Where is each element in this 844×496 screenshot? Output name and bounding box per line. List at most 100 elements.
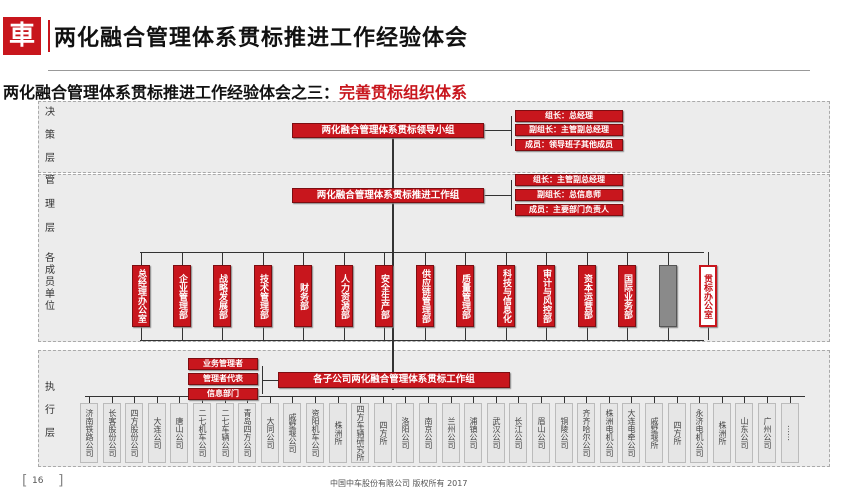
subsidiary-box: 四方车辆研究所 — [351, 403, 369, 463]
subsidiary-box: 铜陵公司 — [555, 403, 573, 463]
subsidiary-box: 洛阳公司 — [396, 403, 414, 463]
subsidiary-box: 兰州公司 — [442, 403, 460, 463]
departments-bottom-bar — [140, 340, 704, 341]
subsidiary-box: 眉山公司 — [532, 403, 550, 463]
department-connector-bottom — [506, 327, 507, 340]
subsidiary-box: 浦镇公司 — [464, 403, 482, 463]
department-box: 财务部 — [294, 265, 312, 327]
decision-layer-label: 决 策 层 — [45, 107, 55, 164]
department-connector-top — [141, 252, 142, 265]
department-connector-bottom — [465, 327, 466, 340]
subsidiary-connector — [654, 396, 655, 403]
subsidiary-connector — [405, 396, 406, 403]
department-connector-top — [182, 252, 183, 265]
subsidiary-box: 大连公司 — [148, 403, 166, 463]
department-box: 贯标办公室 — [699, 265, 717, 327]
subsidiary-box: 齐齐哈尔公司 — [577, 403, 595, 463]
management-role-leader: 组长：主管副总经理 — [515, 174, 623, 186]
subsidiary-box: 戚墅堰所 — [645, 403, 663, 463]
subsidiary-connector — [541, 396, 542, 403]
subsidiary-box: 广州公司 — [758, 403, 776, 463]
department-connector-bottom — [222, 327, 223, 340]
execution-role-business: 业务管理者 — [188, 358, 258, 370]
subsidiary-box: 株洲所 — [329, 403, 347, 463]
subsidiary-connector — [790, 396, 791, 403]
department-box: 国际业务部 — [618, 265, 636, 327]
subsidiary-connector — [89, 396, 90, 403]
department-connector-bottom — [344, 327, 345, 340]
decision-role-leader: 组长：总经理 — [515, 110, 623, 122]
header-rule — [48, 70, 810, 71]
subsidiary-box: 南京公司 — [419, 403, 437, 463]
subsidiary-connector — [722, 396, 723, 403]
department-connector-top — [506, 252, 507, 265]
department-box: 技术管理部 — [254, 265, 272, 327]
department-box: 科技与信息化部 — [497, 265, 515, 327]
subsidiary-connector — [134, 396, 135, 403]
department-box: 安全生产部 — [375, 265, 393, 327]
decision-roles-spine — [511, 116, 512, 146]
subsidiary-connector — [496, 396, 497, 403]
subsidiary-box: 青岛四方公司 — [238, 403, 256, 463]
department-box: 资本运营部 — [578, 265, 596, 327]
subsidiary-box: 资阳机车公司 — [306, 403, 324, 463]
header-divider — [48, 20, 50, 52]
management-role-members: 成员：主要部门负责人 — [515, 204, 623, 216]
department-connector-top — [627, 252, 628, 265]
department-connector-bottom — [141, 327, 142, 340]
subsidiaries-bar — [85, 396, 805, 397]
subtitle-highlight: 完善贯标组织体系 — [339, 83, 468, 102]
department-connector-bottom — [587, 327, 588, 340]
decision-leading-group: 两化融合管理体系贯标领导小组 — [292, 123, 484, 138]
subsidiary-connector — [744, 396, 745, 403]
department-connector-top — [344, 252, 345, 265]
subsidiary-connector — [428, 396, 429, 403]
subsidiary-connector — [157, 396, 158, 403]
subsidiary-box: 四方所 — [668, 403, 686, 463]
execution-working-group: 各子公司两化融合管理体系贯标工作组 — [278, 372, 510, 388]
subsidiary-box: 大同公司 — [261, 403, 279, 463]
department-connector-bottom — [384, 327, 385, 340]
subsidiary-connector — [518, 396, 519, 403]
subsidiary-connector — [677, 396, 678, 403]
subsidiary-box: 大连电牵公司 — [622, 403, 640, 463]
decision-to-roles — [484, 130, 512, 131]
copyright-text: 中国中车股份有限公司 版权所有 2017 — [330, 479, 468, 488]
subsidiary-connector — [767, 396, 768, 403]
subsidiary-connector — [586, 396, 587, 403]
execution-layer-label: 执 行 层 — [45, 382, 55, 439]
subsidiary-connector — [609, 396, 610, 403]
execution-role-it: 信息部门 — [188, 388, 258, 400]
subsidiary-box: 四方所 — [374, 403, 392, 463]
department-connector-top — [708, 252, 709, 265]
department-box: 战略发展部 — [213, 265, 231, 327]
department-connector-bottom — [668, 327, 669, 340]
department-connector-bottom — [708, 327, 709, 340]
management-to-roles — [484, 195, 512, 196]
department-connector-bottom — [182, 327, 183, 340]
trunk-line — [392, 138, 394, 390]
page-number: 16 — [22, 473, 65, 489]
management-working-group: 两化融合管理体系贯标推进工作组 — [292, 188, 484, 203]
subsidiary-box: 长客股份公司 — [103, 403, 121, 463]
subsidiary-connector — [292, 396, 293, 403]
department-box: 总经理办公室 — [132, 265, 150, 327]
decision-role-deputy: 副组长：主管副总经理 — [515, 124, 623, 136]
subsidiary-connector — [383, 396, 384, 403]
department-connector-bottom — [263, 327, 264, 340]
management-roles-spine — [511, 180, 512, 210]
subsidiary-connector — [699, 396, 700, 403]
subsidiary-connector — [631, 396, 632, 403]
department-connector-top — [465, 252, 466, 265]
department-connector-top — [222, 252, 223, 265]
subsidiary-box: 唐山公司 — [170, 403, 188, 463]
department-connector-bottom — [627, 327, 628, 340]
execution-left-link — [262, 380, 278, 381]
subsidiary-box: 永济电机公司 — [690, 403, 708, 463]
department-box: 人力资源部 — [335, 265, 353, 327]
subsidiary-connector — [473, 396, 474, 403]
page-title: 两化融合管理体系贯标推进工作经验体会 — [54, 26, 469, 51]
department-connector-top — [303, 252, 304, 265]
subsidiary-box: 二七机车公司 — [193, 403, 211, 463]
subsidiary-box: 株洲所 — [713, 403, 731, 463]
